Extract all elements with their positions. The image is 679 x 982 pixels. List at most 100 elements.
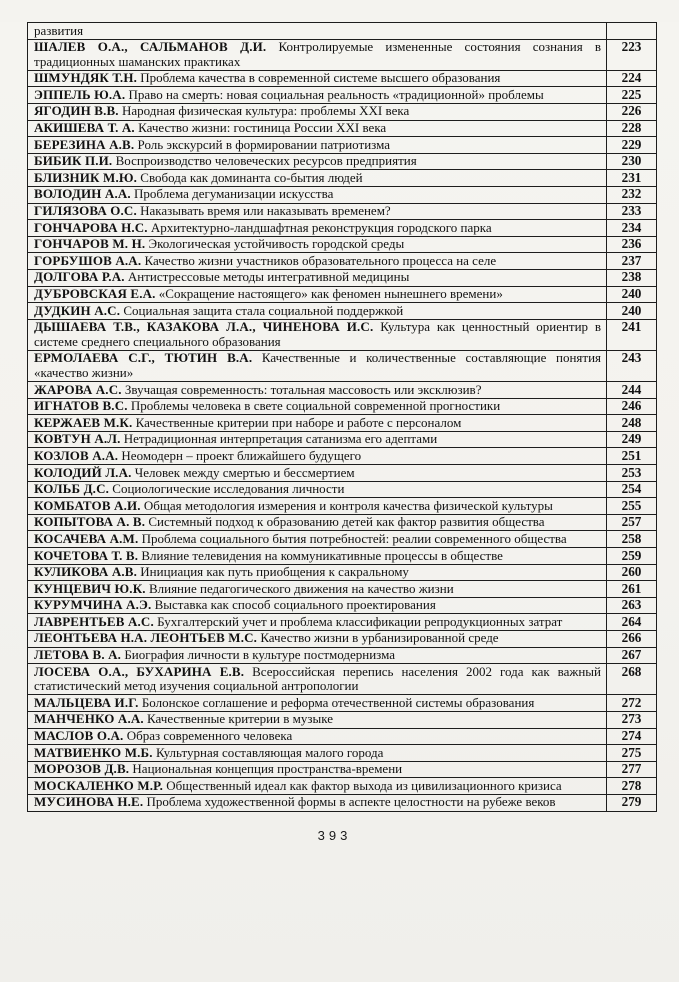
table-row: ДУБРОВСКАЯ Е.А. «Сокращение настоящего» … (27, 285, 657, 304)
entry-authors: ДОЛГОВА Р.А. (34, 269, 125, 285)
table-row: АКИШЕВА Т. А. Качество жизни: гостиница … (27, 119, 657, 138)
entry-cell: ЛЕТОВА В. А. Биография личности в культу… (27, 646, 607, 665)
table-row: КЕРЖАЕВ М.К. Качественные критерии при н… (27, 414, 657, 432)
entry-cell: ГИЛЯЗОВА О.С. Наказывать время или наказ… (27, 202, 607, 221)
entry-page-number: 224 (606, 69, 657, 88)
entry-page-number: 243 (606, 349, 657, 383)
table-row: ГОНЧАРОВА Н.С. Архитектурно-ландшафтная … (27, 219, 657, 237)
entry-cell: КУЛИКОВА А.В. Инициация как путь приобще… (27, 563, 607, 582)
table-row: ЛОСЕВА О.А., БУХАРИНА Е.В. Всероссийская… (27, 663, 657, 696)
entry-page-number: 241 (606, 318, 657, 351)
entry-title: Влияние педагогического движения на каче… (148, 580, 454, 596)
entry-title: Национальная концепция пространства-врем… (132, 761, 403, 777)
entry-title: Свобода как доминанта со-бытия людей (140, 169, 363, 185)
entry-page-number: 268 (606, 663, 657, 696)
entry-cell: ДУДКИН А.С. Социальная защита стала соци… (27, 302, 607, 320)
table-row: ДУДКИН А.С. Социальная защита стала соци… (27, 302, 657, 320)
entry-title: Качество жизни участников образовательно… (144, 252, 497, 268)
entry-page-number: 258 (606, 530, 657, 548)
table-row: КОЛОДИЙ Л.А. Человек между смертью и бес… (27, 464, 657, 482)
table-row: развития (27, 22, 657, 40)
entry-title: «Сокращение настоящего» как феномен ныне… (158, 286, 503, 301)
table-row: ГОРБУШОВ А.А. Качество жизни участников … (27, 252, 657, 270)
entry-page-number: 229 (606, 136, 657, 154)
entry-title: Качество жизни в урбанизированной среде (260, 630, 499, 646)
entry-page-number: 225 (606, 86, 657, 104)
entry-page-number: 246 (606, 397, 657, 416)
entry-title: Качественные критерии в музыке (147, 711, 334, 727)
table-row: ИГНАТОВ В.С. Проблемы человека в свете с… (27, 397, 657, 416)
entry-authors: КОМБАТОВ А.И. (34, 497, 141, 513)
entry-title: Антистрессовые методы интегративной меди… (127, 269, 410, 285)
entry-title: Инициация как путь приобщения к сакральн… (140, 564, 409, 580)
table-row: КОЗЛОВ А.А. Неомодерн – проект ближайшег… (27, 447, 657, 466)
entry-title: Качественные критерии при наборе и работ… (135, 414, 462, 430)
entry-title: Проблема художественной формы в аспекте … (146, 794, 556, 810)
entry-page-number: 248 (606, 414, 657, 432)
entry-authors: ГОРБУШОВ А.А. (34, 252, 142, 268)
table-row: ШМУНДЯК Т.Н. Проблема качества в совреме… (27, 69, 657, 88)
table-row: МОРОЗОВ Д.В. Национальная концепция прос… (27, 760, 657, 779)
entry-cell: КОВТУН А.Л. Нетрадиционная интерпретация… (27, 430, 607, 449)
entry-page-number: 238 (606, 268, 657, 287)
entry-cell: МАЛЬЦЕВА И.Г. Болонское соглашение и реф… (27, 694, 607, 712)
entry-title: Качественные и количественные составляющ… (34, 350, 602, 380)
entry-cell: ШМУНДЯК Т.Н. Проблема качества в совреме… (27, 69, 607, 88)
table-row: ЛЕТОВА В. А. Биография личности в культу… (27, 646, 657, 665)
entry-page-number: 240 (606, 285, 657, 304)
entry-page-number: 255 (606, 497, 657, 515)
entry-title: Бухгалтерский учет и проблема классифика… (157, 613, 563, 629)
table-row: БЛИЗНИК М.Ю. Свобода как доминанта со-бы… (27, 169, 657, 187)
entry-cell: МАСЛОВ О.А. Образ современного человека (27, 727, 607, 746)
page-number-folio: 393 (317, 827, 352, 843)
entry-page-number: 278 (606, 777, 657, 795)
entry-cell: КОСАЧЕВА А.М. Проблема социального бытия… (27, 530, 607, 548)
entry-authors: ВОЛОДИН А.А. (34, 186, 131, 202)
entry-page-number: 251 (606, 447, 657, 466)
entry-title: Народная физическая культура: проблемы X… (121, 103, 410, 119)
entry-page-number (606, 22, 657, 40)
entry-authors: МУСИНОВА Н.Е. (34, 794, 144, 810)
table-row: КОЧЕТОВА Т. В. Влияние телевидения на ко… (27, 547, 657, 565)
table-row: ДЫШАЕВА Т.В., КАЗАКОВА Л.А., ЧИНЕНОВА И.… (27, 318, 657, 351)
table-row: ЯГОДИН В.В. Народная физическая культура… (27, 102, 657, 121)
table-row: КУЛИКОВА А.В. Инициация как путь приобще… (27, 563, 657, 582)
entry-title: Звучащая современность: тотальная массов… (124, 381, 482, 397)
entry-cell: ЕРМОЛАЕВА С.Г., ТЮТИН В.А. Качественные … (27, 349, 607, 383)
entry-authors: КОВТУН А.Л. (34, 431, 121, 447)
entry-cell: ИГНАТОВ В.С. Проблемы человека в свете с… (27, 397, 607, 416)
entry-page-number: 260 (606, 563, 657, 582)
entry-authors: ЛЕТОВА В. А. (34, 647, 122, 663)
entry-authors: МАТВИЕНКО М.Б. (34, 744, 153, 760)
entry-page-number: 237 (606, 252, 657, 270)
entry-page-number: 277 (606, 760, 657, 779)
entry-page-number: 223 (606, 38, 657, 71)
entry-page-number: 231 (606, 169, 657, 187)
entry-authors: МАНЧЕНКО А.А. (34, 711, 144, 727)
entry-cell: развития (27, 22, 607, 40)
table-row: ГОНЧАРОВ М. Н. Экологическая устойчивост… (27, 235, 657, 254)
entry-cell: ГОРБУШОВ А.А. Качество жизни участников … (27, 252, 607, 270)
entry-cell: ДУБРОВСКАЯ Е.А. «Сокращение настоящего» … (27, 285, 607, 304)
entry-title: Роль экскурсий в формировании патриотизм… (137, 136, 391, 152)
table-row: БЕРЕЗИНА А.В. Роль экскурсий в формирова… (27, 136, 657, 154)
entry-cell: ГОНЧАРОВ М. Н. Экологическая устойчивост… (27, 235, 607, 254)
entry-authors: КЕРЖАЕВ М.К. (34, 414, 133, 430)
table-row: КУНЦЕВИЧ Ю.К. Влияние педагогического дв… (27, 580, 657, 598)
table-row: КУРУМЧИНА А.Э. Выставка как способ социа… (27, 596, 657, 615)
entry-title: Нетрадиционная интерпретация сатанизма е… (123, 431, 438, 447)
entry-cell: КОПЫТОВА А. В. Системный подход к образо… (27, 513, 607, 532)
entry-page-number: 272 (606, 694, 657, 712)
entry-cell: КОЛЬБ Д.С. Социологические исследования … (27, 480, 607, 499)
entry-cell: ЭППЕЛЬ Ю.А. Право на смерть: новая социа… (27, 86, 607, 104)
entry-page-number: 259 (606, 547, 657, 565)
table-row: МУСИНОВА Н.Е. Проблема художественной фо… (27, 793, 657, 812)
entry-authors: ШМУНДЯК Т.Н. (34, 70, 137, 86)
table-row: МОСКАЛЕНКО М.Р. Общественный идеал как ф… (27, 777, 657, 795)
entry-authors: ЛАВРЕНТЬЕВ А.С. (34, 613, 154, 629)
table-row: ЛАВРЕНТЬЕВ А.С. Бухгалтерский учет и про… (27, 613, 657, 631)
entry-title: Социальная защита стала социальной подде… (123, 302, 404, 318)
table-row: ШАЛЕВ О.А., САЛЬМАНОВ Д.И. Контролируемы… (27, 38, 657, 71)
entry-authors: ЛЕОНТЬЕВА Н.А. ЛЕОНТЬЕВ М.С. (34, 630, 258, 646)
entry-page-number: 279 (606, 793, 657, 812)
